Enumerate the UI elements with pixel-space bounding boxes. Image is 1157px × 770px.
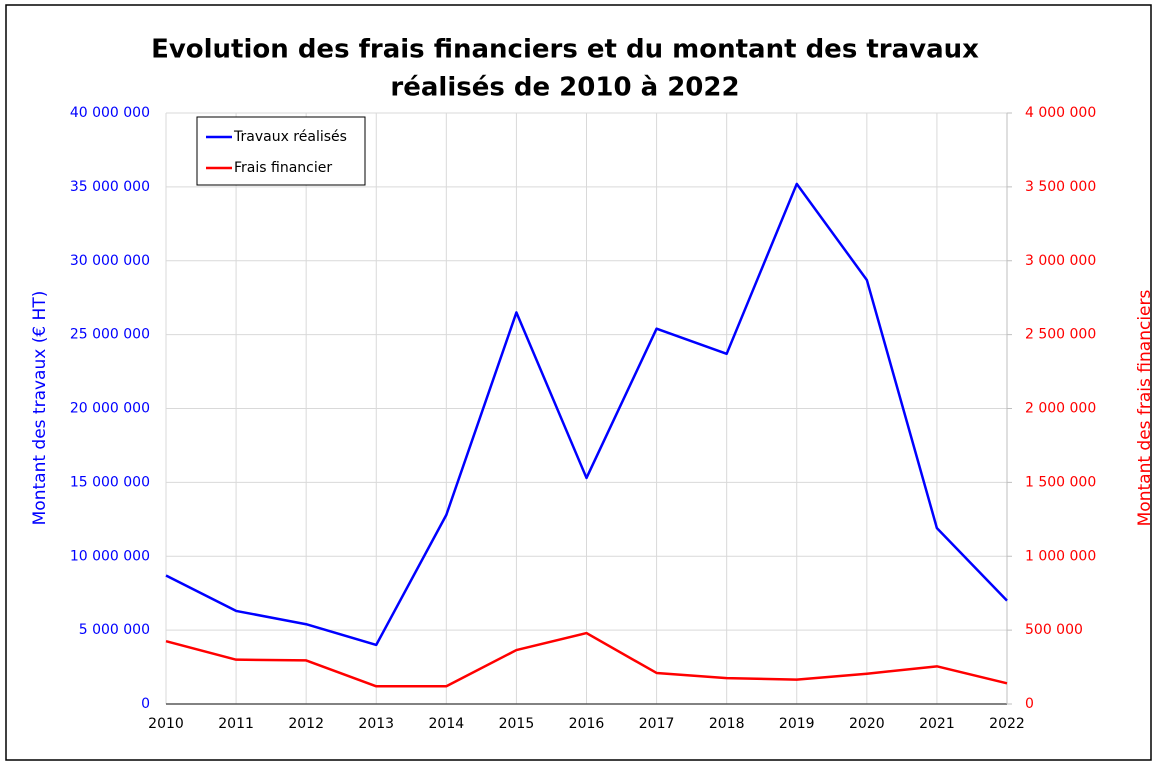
series-line — [165, 182, 1008, 647]
y2-tick-label: 3 000 000 — [1025, 253, 1096, 269]
y-tick-label: 15 000 000 — [70, 474, 150, 490]
x-tick-label: 2012 — [288, 716, 324, 732]
y2-tick-label: 500 000 — [1025, 622, 1083, 638]
x-tick-label: 2022 — [989, 716, 1025, 732]
x-tick-label: 2015 — [499, 716, 535, 732]
legend-box — [196, 116, 366, 186]
y-tick-label: 30 000 000 — [70, 253, 150, 269]
x-tick-label: 2013 — [358, 716, 394, 732]
chart-border — [5, 4, 1152, 761]
y-tick-label: 5 000 000 — [79, 622, 150, 638]
legend: Travaux réalisés Frais financier — [196, 116, 366, 186]
x-tick-label: 2017 — [639, 716, 675, 732]
x-tick-label: 2016 — [569, 716, 605, 732]
y-axis-title: Montant des travaux (€ HT) — [30, 291, 50, 526]
x-tick-label: 2021 — [919, 716, 955, 732]
y2-tick-label: 2 000 000 — [1025, 401, 1096, 417]
y2-tick-label: 2 500 000 — [1025, 327, 1096, 343]
y-tick-label: 25 000 000 — [70, 327, 150, 343]
y-tick-label: 35 000 000 — [70, 179, 150, 195]
chart-title: réalisés de 2010 à 2022 — [390, 73, 739, 103]
x-tick-label: 2011 — [218, 716, 254, 732]
x-tick-label: 2014 — [429, 716, 465, 732]
chart-title: Evolution des frais financiers et du mon… — [151, 35, 979, 65]
series-line — [165, 631, 1008, 688]
legend-label: Travaux réalisés — [233, 129, 347, 145]
y2-tick-label: 4 000 000 — [1025, 105, 1096, 121]
y-tick-label: 20 000 000 — [70, 401, 150, 417]
x-tick-label: 2020 — [849, 716, 885, 732]
y2-tick-label: 0 — [1025, 696, 1034, 712]
y-tick-label: 10 000 000 — [70, 548, 150, 564]
y2-tick-label: 3 500 000 — [1025, 179, 1096, 195]
y2-axis-title: Montant des frais financiers — [1135, 290, 1155, 527]
x-tick-label: 2019 — [779, 716, 815, 732]
y-tick-label: 0 — [141, 696, 150, 712]
legend-label: Frais financier — [234, 160, 332, 176]
x-tick-label: 2018 — [709, 716, 745, 732]
x-tick-label: 2010 — [148, 716, 184, 732]
y-tick-label: 40 000 000 — [70, 105, 150, 121]
y2-tick-label: 1 000 000 — [1025, 548, 1096, 564]
y2-tick-label: 1 500 000 — [1025, 474, 1096, 490]
